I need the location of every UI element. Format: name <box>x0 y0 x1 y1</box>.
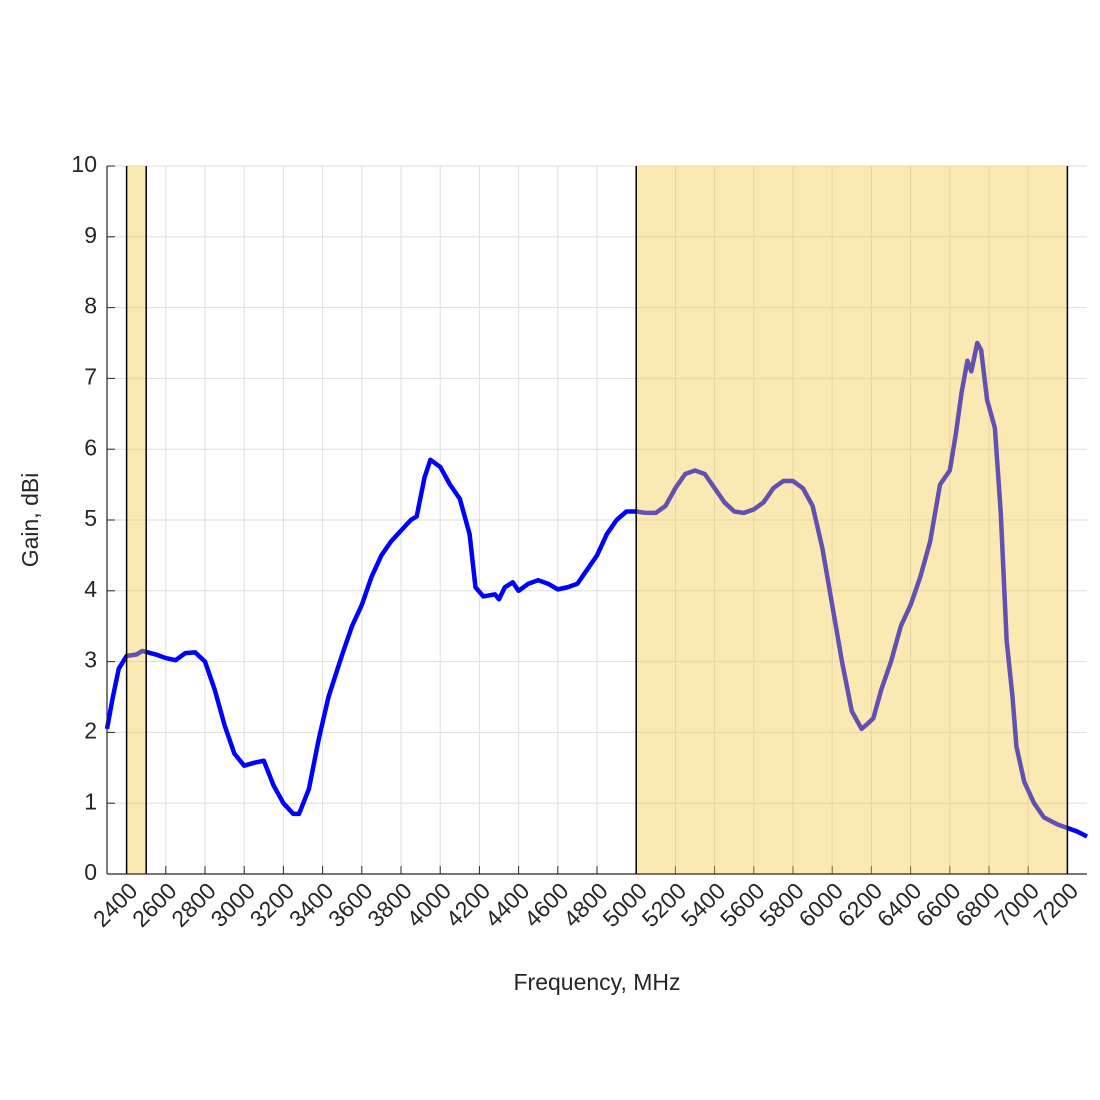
x-tick-label: 3600 <box>323 877 378 932</box>
x-tick-label: 4400 <box>480 877 535 932</box>
y-tick-label: 0 <box>84 859 97 885</box>
y-tick-label: 2 <box>84 717 97 743</box>
x-tick-label: 6200 <box>833 877 888 932</box>
shaded-band <box>636 166 1068 874</box>
data-line <box>104 340 1089 839</box>
x-tick-label: 4800 <box>558 877 613 932</box>
x-tick-label: 7200 <box>1029 877 1084 932</box>
x-tick-label: 6800 <box>950 877 1005 932</box>
y-tick-label: 8 <box>84 293 97 319</box>
x-tick-label: 3800 <box>362 877 417 932</box>
shaded-band <box>126 166 147 874</box>
x-tick-label: 3200 <box>245 877 300 932</box>
x-tick-label: 3000 <box>205 877 260 932</box>
x-tick-label: 2400 <box>88 877 143 932</box>
x-tick-label: 7000 <box>989 877 1044 932</box>
x-tick-label: 6400 <box>872 877 927 932</box>
x-tick-label: 6000 <box>793 877 848 932</box>
x-tick-label: 5600 <box>715 877 770 932</box>
y-tick-label: 9 <box>84 222 97 248</box>
y-tick-label: 3 <box>84 647 97 673</box>
y-tick-label: 10 <box>71 151 97 177</box>
x-tick-label: 2600 <box>127 877 182 932</box>
x-tick-label: 5200 <box>637 877 692 932</box>
x-tick-label: 5800 <box>754 877 809 932</box>
x-tick-label: 4000 <box>401 877 456 932</box>
x-tick-label: 5400 <box>676 877 731 932</box>
y-tick-label: 1 <box>84 788 97 814</box>
y-tick-label: 4 <box>84 576 97 602</box>
y-tick-label: 6 <box>84 434 97 460</box>
x-tick-label: 3400 <box>284 877 339 932</box>
x-axis-label: Frequency, MHz <box>513 969 680 995</box>
x-tick-label: 2800 <box>166 877 221 932</box>
x-tick-label: 6600 <box>911 877 966 932</box>
y-tick-label: 7 <box>84 363 97 389</box>
y-axis-label: Gain, dBi <box>17 473 43 568</box>
x-tick-label: 4600 <box>519 877 574 932</box>
x-tick-label: 5000 <box>597 877 652 932</box>
y-tick-label: 5 <box>84 505 97 531</box>
x-tick-label: 4200 <box>441 877 496 932</box>
